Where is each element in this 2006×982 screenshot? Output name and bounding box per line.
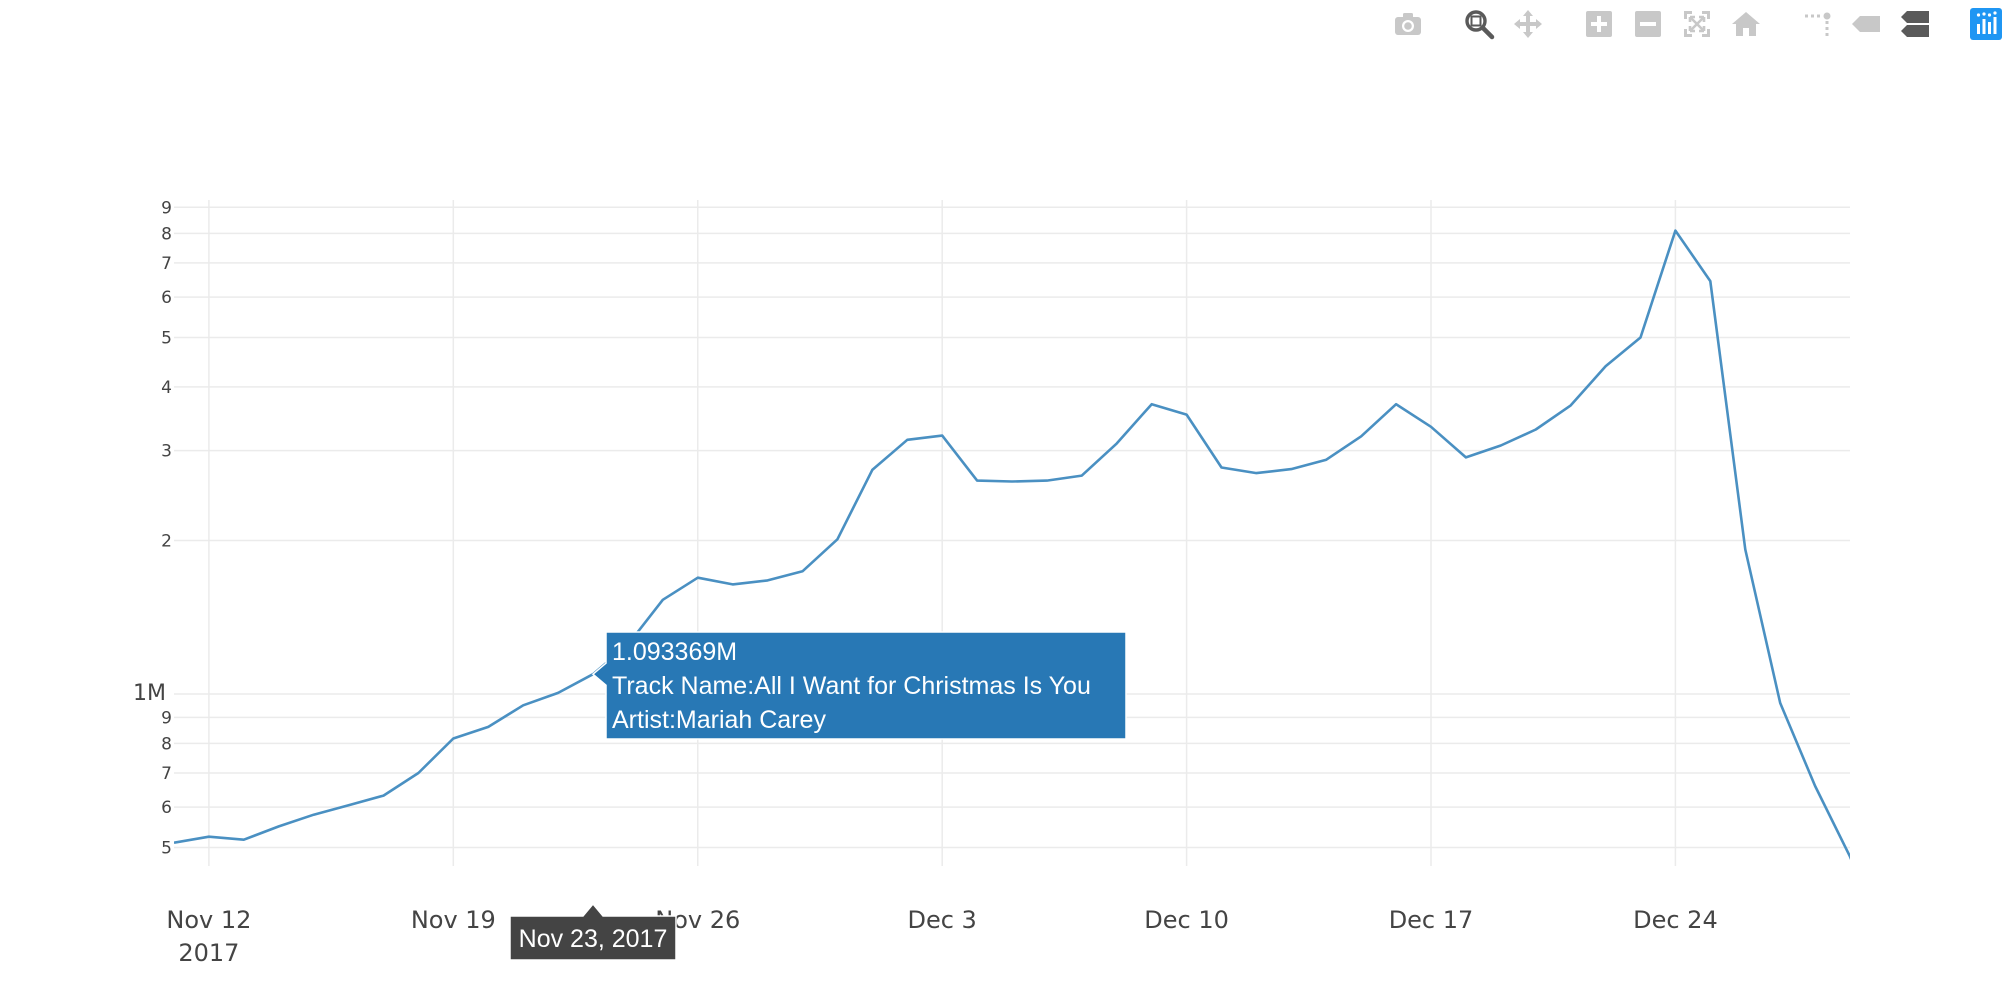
spike-lines-icon — [1805, 12, 1831, 36]
y-tick-label: 6 — [161, 798, 172, 818]
pan-button[interactable] — [1508, 4, 1548, 44]
hover-closest-icon — [1852, 16, 1880, 32]
y-tick-label: 6 — [161, 288, 172, 308]
autoscale-button[interactable] — [1677, 4, 1717, 44]
x-tick-label: Dec 17 — [1389, 906, 1474, 934]
y-tick-label: 7 — [161, 764, 172, 784]
y-tick-label: 5 — [161, 328, 172, 348]
zoom-button[interactable] — [1459, 4, 1499, 44]
y-tick-label: 9 — [161, 708, 172, 728]
hover-layer: 1.093369M Track Name:All I Want for Chris… — [509, 631, 1127, 961]
hover-tooltip-line: Track Name:All I Want for Christmas Is Y… — [612, 672, 1091, 700]
plotly-logo-button[interactable] — [1966, 4, 2006, 44]
modebar — [1379, 4, 2006, 44]
zoom-icon — [1465, 10, 1495, 40]
pan-icon — [1514, 10, 1542, 38]
zoom-out-button[interactable] — [1628, 4, 1668, 44]
x-hover-label-text: Nov 23, 2017 — [519, 925, 668, 953]
y-tick-label: 8 — [161, 224, 172, 244]
plotly-logo-icon — [1970, 8, 2002, 40]
zoom-in-button[interactable] — [1579, 4, 1619, 44]
x-tick-sublabel: 2017 — [178, 939, 239, 967]
x-tick-label: Nov 12 — [166, 906, 251, 934]
y-tick-label: 4 — [161, 378, 172, 398]
x-hover-label — [509, 902, 677, 961]
y-tick-label: 7 — [161, 254, 172, 274]
autoscale-icon — [1684, 11, 1710, 37]
y-tick-label: 2 — [161, 531, 172, 551]
spike-lines-button[interactable] — [1797, 4, 1837, 44]
y-tick-label: 3 — [161, 442, 172, 462]
camera-icon — [1395, 13, 1421, 35]
x-tick-label: Dec 10 — [1144, 906, 1229, 934]
y-tick-label: 9 — [161, 198, 172, 218]
hover-closest-button[interactable] — [1846, 4, 1886, 44]
grid — [174, 200, 1850, 866]
y-tick-label: 1M — [133, 681, 166, 706]
series-line-group — [174, 229, 1850, 860]
x-tick-label: Nov 19 — [411, 906, 496, 934]
y-tick-label: 8 — [161, 734, 172, 754]
x-tick-label: Dec 3 — [907, 906, 976, 934]
hover-compare-icon — [1901, 11, 1929, 37]
reset-axes-button[interactable] — [1726, 4, 1766, 44]
hover-tooltip-line: Artist:Mariah Carey — [612, 706, 826, 734]
zoom-out-icon — [1635, 11, 1661, 37]
y-tick-label: 5 — [161, 839, 172, 859]
hover-tooltip-line: 1.093369M — [612, 638, 737, 666]
series-line — [174, 229, 1850, 860]
hover-tooltip — [591, 631, 1127, 740]
x-tick-label: Dec 24 — [1633, 906, 1718, 934]
hover-compare-button[interactable] — [1895, 4, 1935, 44]
zoom-in-icon — [1586, 11, 1612, 37]
camera-button[interactable] — [1388, 4, 1428, 44]
reset-axes-icon — [1732, 12, 1760, 36]
